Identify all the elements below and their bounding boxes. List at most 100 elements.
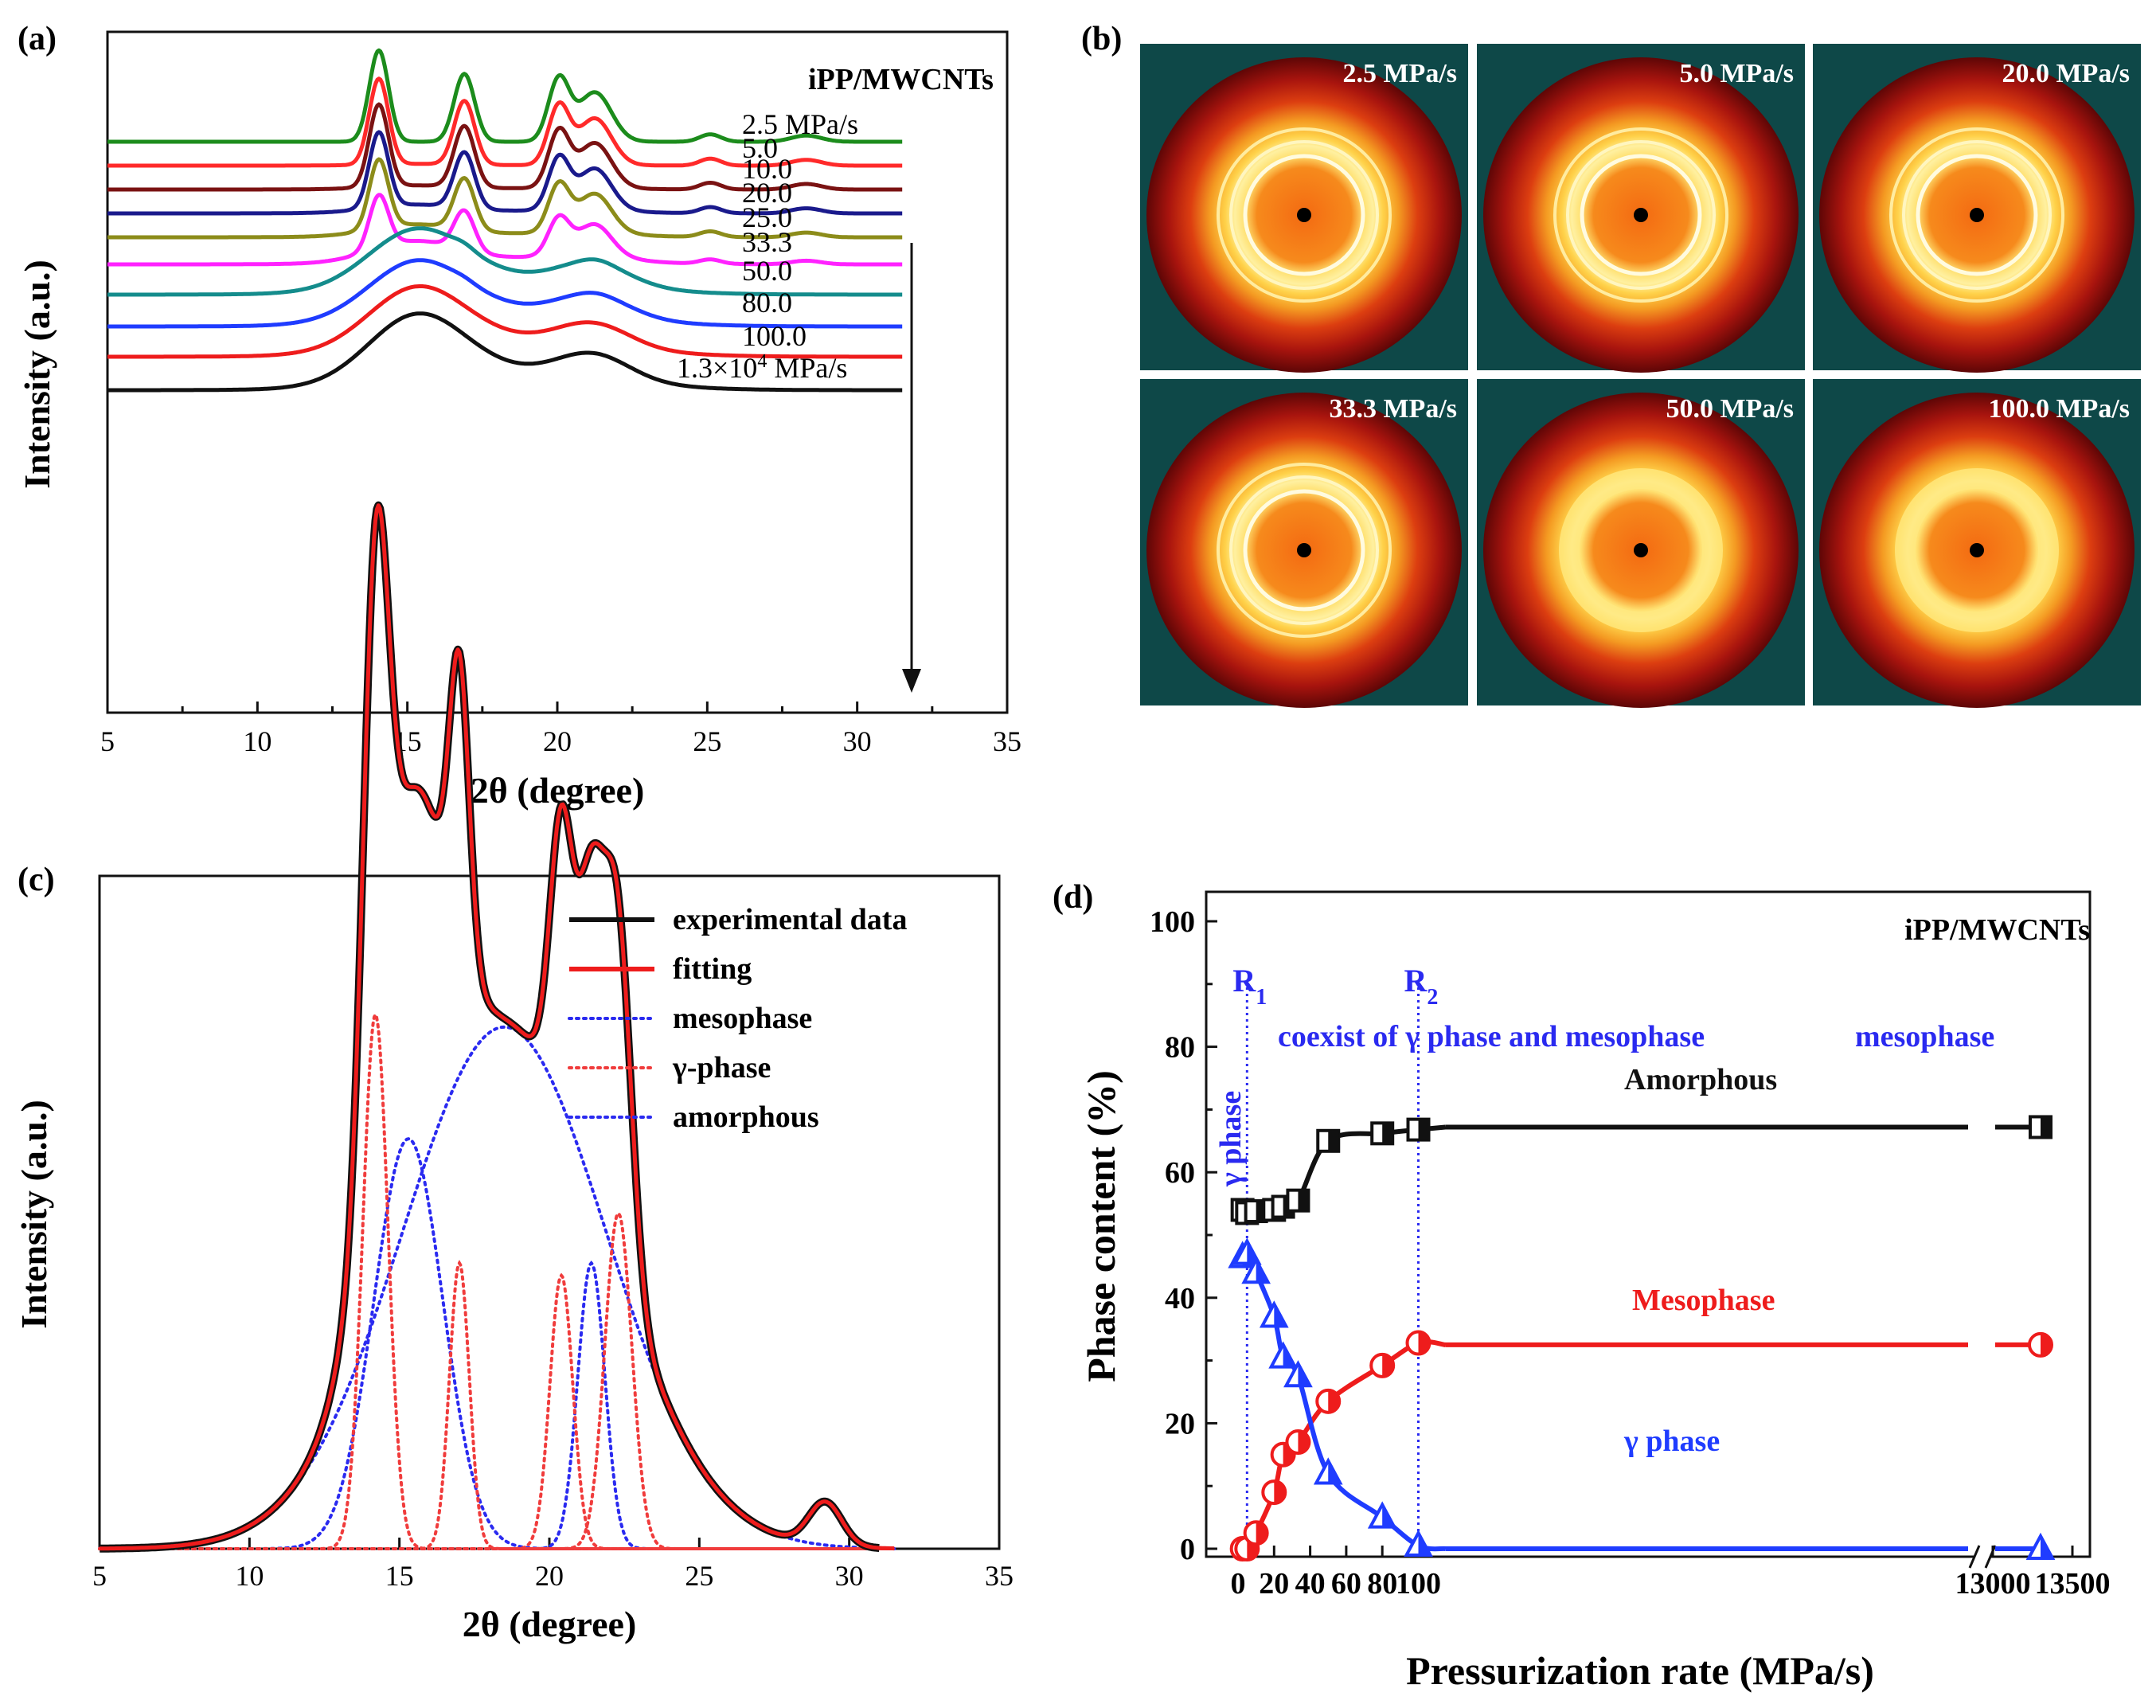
gamma-series-label: γ phase (1623, 1425, 1720, 1458)
panel-a-curve (107, 284, 903, 359)
panel-c-letter: (c) (18, 862, 55, 898)
mesophase-peak (98, 1137, 896, 1550)
gamma-phase-peak (98, 1272, 896, 1550)
pattern-ring (1902, 140, 2052, 290)
legend-label: fitting (673, 952, 752, 986)
panel-d-ytick-label: 100 (1150, 905, 1195, 939)
mesophase-marker-fill (1298, 1431, 1310, 1454)
amorphous-marker-fill (1298, 1190, 1309, 1211)
pattern-label: 50.0 MPa/s (1666, 394, 1794, 424)
panel-a-curve (107, 226, 903, 297)
gamma-phase-peak (98, 1260, 896, 1550)
panel-d-annotations: coexist of γ phase and mesophase mesophas… (1214, 1020, 1994, 1458)
gamma-phase-marker-fill (1328, 1460, 1341, 1483)
panel-d-xtick-label: 13500 (2035, 1567, 2111, 1601)
diffraction-pattern: 33.3 MPa/s (1140, 379, 1468, 708)
gamma-phase-marker-fill (1274, 1303, 1287, 1327)
panel-a-curve-label: 33.3 (742, 226, 792, 258)
panel-c-xtick-label: 5 (92, 1560, 107, 1592)
gamma-phase-marker-fill (1418, 1533, 1431, 1556)
panel-a-xtick-label: 30 (843, 725, 872, 757)
pattern-ring (1889, 127, 2064, 303)
amorphous-marker-fill (1418, 1119, 1429, 1140)
panel-a-arrow-head (902, 669, 921, 693)
mesophase-marker-fill (1256, 1522, 1267, 1545)
legend-label: γ-phase (672, 1051, 771, 1085)
panel-a-curve-label: 10.0 (742, 153, 792, 185)
panel-d-markers (1228, 1115, 2056, 1561)
panel-b-tiles: 2.5 MPa/s 5.0 MPa/s 20.0 MPa/s 33.3 MPa/s 50… (1140, 44, 2141, 708)
beam-stop (1297, 543, 1311, 557)
coexist-region-label: coexist of γ phase and mesophase (1278, 1020, 1705, 1053)
pattern-label: 5.0 MPa/s (1679, 59, 1794, 88)
panel-d-ylabel: Phase content (%) (1079, 1070, 1123, 1382)
panel-b-letter: (b) (1081, 21, 1122, 57)
legend-label: amorphous (673, 1100, 819, 1134)
panel-d-xtick-label: 40 (1295, 1567, 1326, 1601)
gamma-phase-peak (98, 1212, 896, 1550)
mesophase-marker-fill (1328, 1389, 1340, 1413)
panel-d-ytick-label: 0 (1180, 1533, 1195, 1566)
panel-a-ylabel: Intensity (a.u.) (17, 260, 57, 489)
pattern-ring (1916, 154, 2038, 276)
panel-c-xtick-label: 30 (835, 1560, 864, 1592)
pattern-ring (1566, 140, 1716, 290)
panel-c-ylabel: Intensity (a.u.) (14, 1100, 54, 1329)
panel-a-xtick-label: 35 (993, 725, 1021, 757)
panel-a-curve (107, 258, 903, 329)
panel-b: (b) 2.5 MPa/s 5.0 MPa/s 20.0 MPa/s 33.3 MPa… (1081, 21, 2141, 708)
panel-a-xtick-label: 10 (243, 725, 271, 757)
panel-d-letter: (d) (1053, 879, 1093, 916)
pattern-ring (1559, 468, 1723, 632)
panel-c-xtick-label: 15 (385, 1560, 414, 1592)
amorphous-marker-fill (2041, 1116, 2051, 1138)
beam-stop (1970, 208, 1984, 222)
legend-label: mesophase (673, 1002, 812, 1035)
panel-d-ytick-label: 20 (1165, 1407, 1195, 1440)
axis-break-mark (1984, 1545, 1997, 1569)
panel-a-xtick-label: 5 (100, 725, 115, 757)
gamma-phase-marker-fill (1256, 1260, 1268, 1283)
panel-d-xtick-label: 60 (1331, 1567, 1361, 1601)
panel-a-curve (107, 76, 903, 168)
panel-d-xtick-label: 13000 (1955, 1567, 2031, 1601)
beam-stop (1634, 208, 1648, 222)
pattern-ring (1217, 463, 1392, 638)
panel-c: (c) 5 10 15 20 25 30 35 experimental data fitti… (14, 501, 1014, 1644)
panel-a-curve-labels: 2.5 MPa/s5.010.020.025.033.350.080.0100.… (677, 108, 858, 384)
panel-c-x-ticks: 5 10 15 20 25 30 35 (92, 1538, 1014, 1592)
mesophase-peak (98, 1260, 896, 1550)
panel-c-legend: experimental data fitting mesophase γ-phase… (568, 903, 907, 1134)
panel-c-xtick-label: 10 (235, 1560, 264, 1592)
gamma-phase-marker-fill (2041, 1536, 2052, 1558)
gamma-phase-marker-fill (1298, 1363, 1310, 1386)
pattern-ring (1895, 468, 2059, 632)
diffraction-pattern: 20.0 MPa/s (1813, 44, 2141, 373)
pattern-ring (1243, 154, 1365, 276)
pattern-ring (1580, 154, 1702, 276)
pattern-ring (1243, 489, 1365, 612)
panel-a-curve-label: 100.0 (742, 320, 807, 352)
beam-stop (1970, 543, 1984, 557)
panel-a-curve (107, 193, 903, 267)
gamma-phase-marker-fill (1283, 1344, 1295, 1367)
region-boundary-label: R2 (1404, 963, 1439, 1010)
beam-stop (1297, 208, 1311, 222)
mesophase-series-label: Mesophase (1632, 1284, 1775, 1317)
mesophase-marker-fill (1418, 1331, 1430, 1354)
panel-a-curve (107, 157, 903, 240)
phase-fit-curve (1241, 1339, 1446, 1553)
panel-d-xtick-label: 100 (1396, 1567, 1441, 1601)
pattern-label: 2.5 MPa/s (1342, 59, 1457, 88)
pattern-ring (1553, 127, 1728, 303)
amorphous-marker-fill (1382, 1123, 1393, 1144)
panel-a-letter: (a) (18, 21, 57, 57)
pattern-label: 20.0 MPa/s (2002, 59, 2130, 88)
panel-c-xtick-label: 20 (535, 1560, 564, 1592)
panel-c-curves (96, 501, 896, 1553)
panel-a-curve (107, 102, 903, 192)
panel-a-curve-label: 1.3×104 MPa/s (677, 351, 847, 384)
pattern-label: 100.0 MPa/s (1988, 394, 2130, 424)
